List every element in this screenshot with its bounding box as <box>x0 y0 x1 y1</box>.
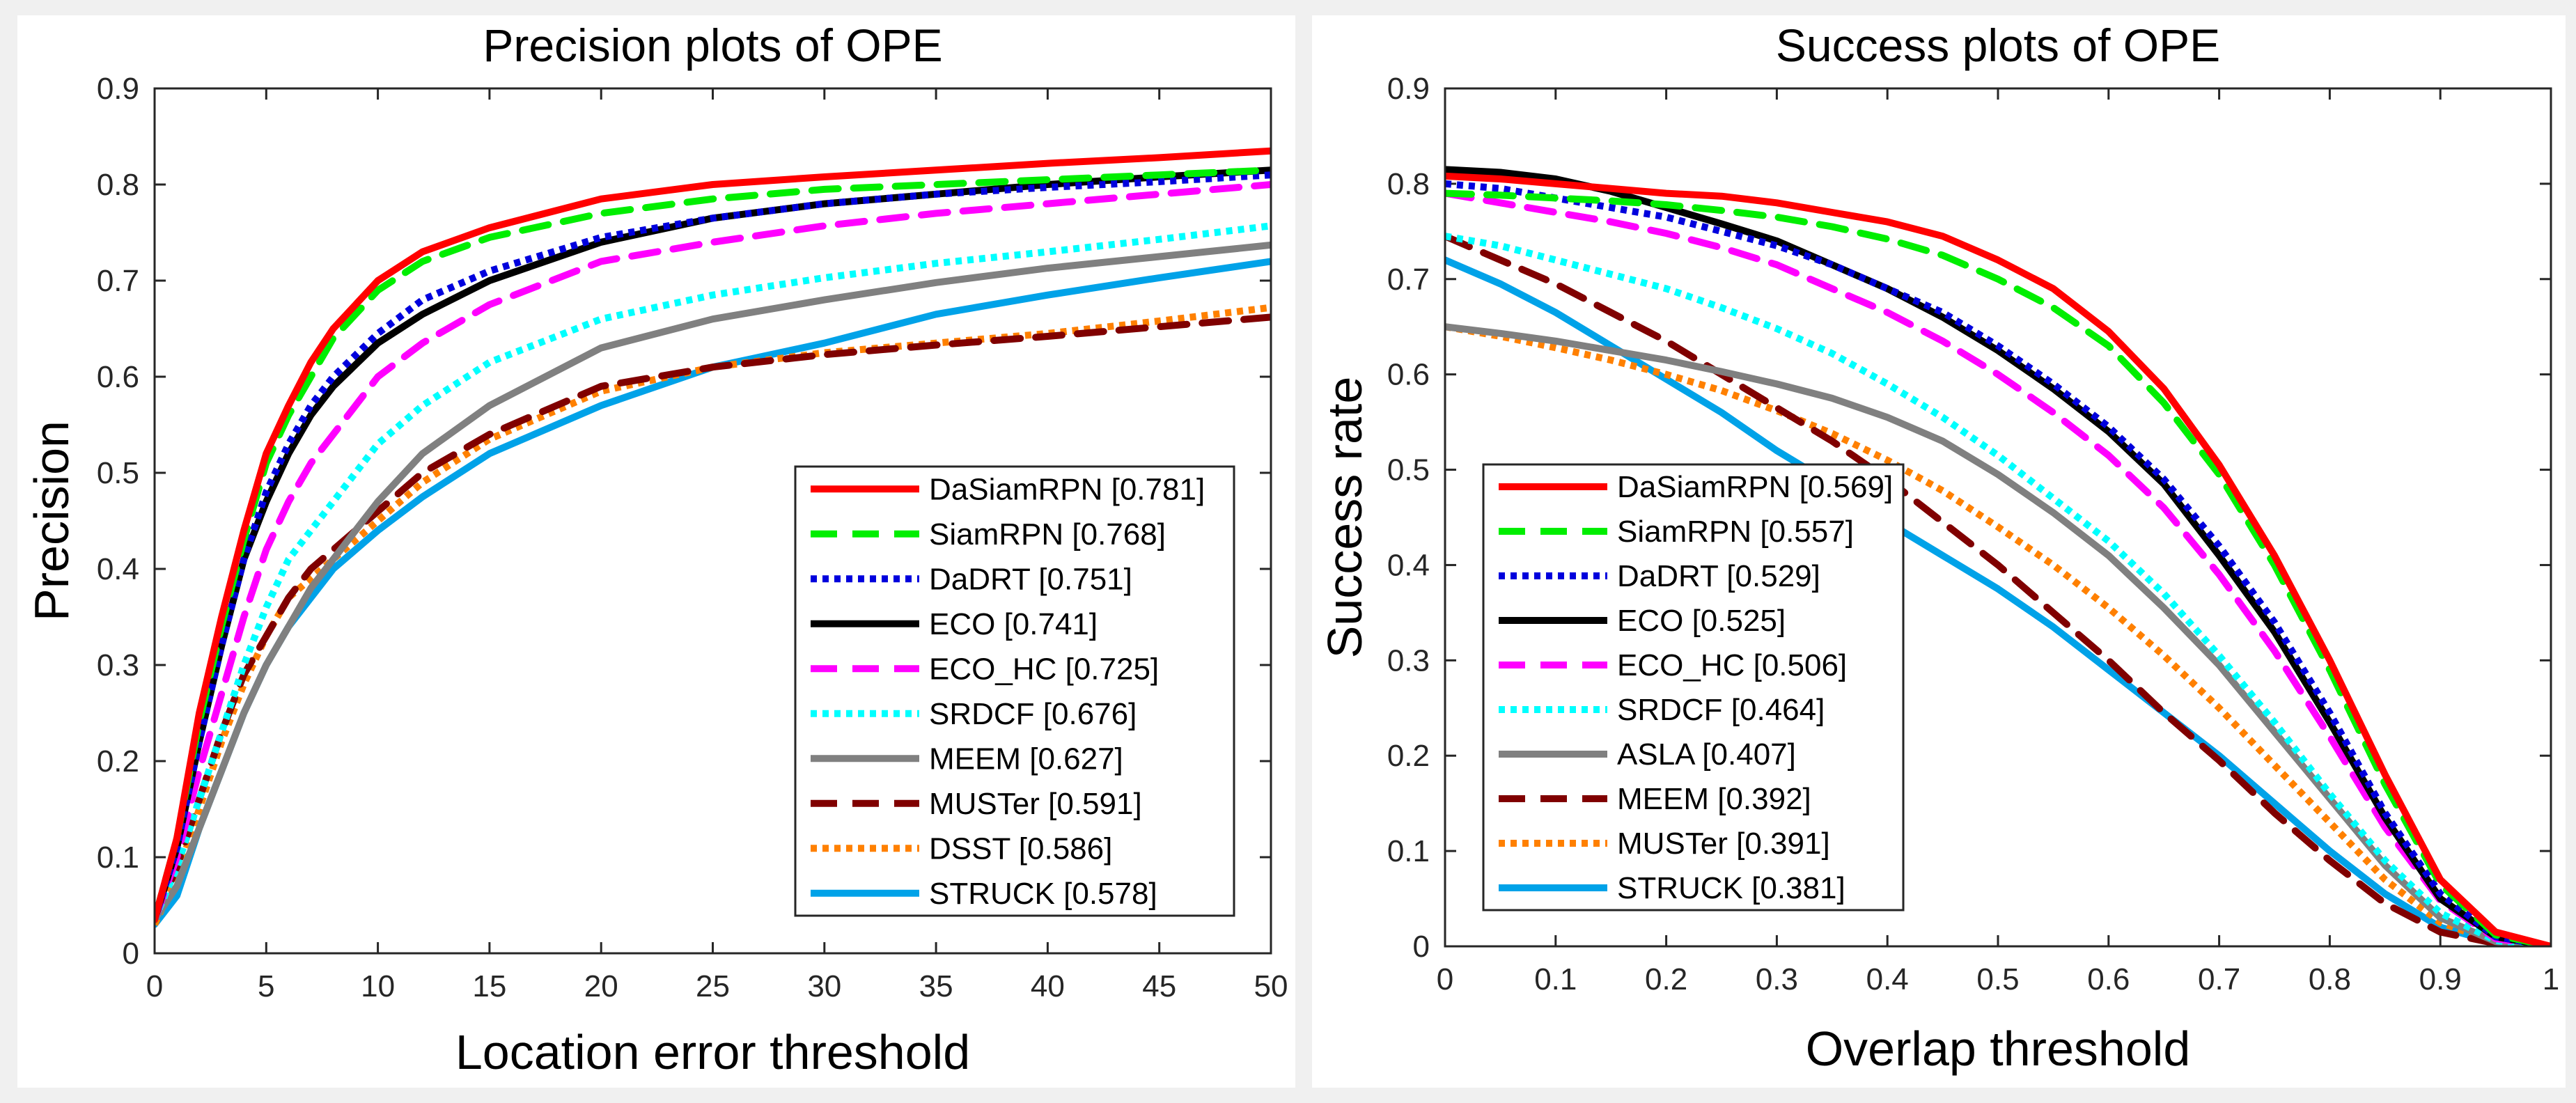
success-chart: Success plots of OPE 0 0.1 0.2 0.3 0.4 0.5 0.6 0… <box>1318 19 2559 1076</box>
success-axes-box <box>1444 87 2552 948</box>
success-y-tick-label: 0.9 <box>1387 72 1430 106</box>
precision-chart: Precision plots of OPE 0 5 10 15 20 25 30 35 40 45… <box>24 19 1288 1079</box>
success-series-group <box>1445 166 2551 946</box>
precision-axes-box <box>153 87 1272 955</box>
success-y-tick-label: 0 <box>1413 930 1430 964</box>
success-legend-label-struck: STRUCK [0.381] <box>1617 871 1845 905</box>
precision-y-tick-label: 0.3 <box>97 648 139 682</box>
precision-x-tick-label: 30 <box>807 969 841 1003</box>
precision-y-tick-label: 0.2 <box>97 744 139 779</box>
precision-legend: DaSiamRPN [0.781] SiamRPN [0.768] DaDRT [0… <box>794 465 1235 917</box>
success-y-axis-label: Success rate <box>1318 377 1372 659</box>
precision-series-group <box>155 147 1271 928</box>
precision-chart-title: Precision plots of OPE <box>483 19 942 71</box>
success-legend-label-meem: MEEM [0.392] <box>1617 782 1811 816</box>
precision-legend-label-dadrt: DaDRT [0.751] <box>929 562 1132 596</box>
precision-series-line-meem <box>155 241 1271 923</box>
precision-x-tick-label: 5 <box>258 969 274 1003</box>
success-y-tick-label: 0.3 <box>1387 643 1430 678</box>
precision-y-tick-label: 0.8 <box>97 168 139 202</box>
precision-x-tick-label: 10 <box>361 969 395 1003</box>
success-y-tick-label: 0.2 <box>1387 739 1430 773</box>
success-legend: DaSiamRPN [0.569] SiamRPN [0.557] DaDRT [0… <box>1482 463 1905 912</box>
precision-legend-label-dsst: DSST [0.586] <box>929 831 1112 866</box>
precision-x-axis-label: Location error threshold <box>455 1025 970 1079</box>
precision-legend-label-dasiamrpn: DaSiamRPN [0.781] <box>929 472 1205 506</box>
precision-x-tick-label: 35 <box>919 969 953 1003</box>
precision-legend-label-muster: MUSTer [0.591] <box>929 787 1142 821</box>
success-x-tick-label: 0.2 <box>1645 962 1687 996</box>
precision-x-tick-label: 20 <box>584 969 618 1003</box>
success-legend-label-eco: ECO [0.525] <box>1617 604 1786 638</box>
success-y-tick-label: 0.6 <box>1387 358 1430 392</box>
precision-x-tick-label: 0 <box>146 969 163 1003</box>
success-x-tick-label: 0.7 <box>2198 962 2240 996</box>
precision-y-tick-label: 0 <box>123 937 139 971</box>
success-y-tick-label: 0.4 <box>1387 548 1430 582</box>
success-y-tick-label: 0.8 <box>1387 167 1430 201</box>
precision-legend-box <box>794 465 1235 917</box>
success-y-tick-label: 0.1 <box>1387 834 1430 868</box>
precision-y-tick-label: 0.4 <box>97 552 139 586</box>
precision-y-tick-label: 0.5 <box>97 456 139 490</box>
precision-y-tick-label: 0.6 <box>97 360 139 394</box>
precision-y-tick-label: 0.9 <box>97 72 139 106</box>
precision-x-tick-label: 15 <box>472 969 506 1003</box>
precision-series-line-dadrt <box>155 171 1271 921</box>
success-x-tick-label: 0.1 <box>1534 962 1577 996</box>
success-x-tick-label: 0.9 <box>2419 962 2462 996</box>
precision-x-tick-label: 25 <box>696 969 730 1003</box>
precision-x-tick-label: 50 <box>1254 969 1288 1003</box>
success-legend-label-siamrpn: SiamRPN [0.557] <box>1617 515 1854 549</box>
success-series-line-siamrpn <box>1445 189 2551 946</box>
success-series-line-muster <box>1445 323 2551 946</box>
success-legend-label-dasiamrpn: DaSiamRPN [0.569] <box>1617 470 1893 504</box>
success-x-tick-label: 0.4 <box>1866 962 1909 996</box>
precision-y-tick-label: 0.1 <box>97 840 139 875</box>
success-y-tick-label: 0.5 <box>1387 453 1430 487</box>
precision-x-tick-label: 45 <box>1142 969 1176 1003</box>
precision-series-line-srdcf <box>155 222 1271 921</box>
success-x-tick-label: 0.8 <box>2309 962 2351 996</box>
precision-legend-label-srdcf: SRDCF [0.676] <box>929 697 1137 731</box>
precision-series-line-eco-hc <box>155 181 1271 923</box>
precision-legend-label-meem: MEEM [0.627] <box>929 742 1123 776</box>
precision-legend-label-eco: ECO [0.741] <box>929 607 1098 641</box>
precision-series-line-muster <box>155 313 1271 923</box>
success-x-tick-label: 0.6 <box>2087 962 2130 996</box>
success-x-tick-label: 0.5 <box>1976 962 2019 996</box>
success-y-tick-label: 0.7 <box>1387 263 1430 297</box>
success-series-line-eco-hc <box>1445 189 2551 946</box>
precision-x-tick-label: 40 <box>1031 969 1065 1003</box>
success-x-tick-label: 0 <box>1437 962 1453 996</box>
precision-legend-label-struck: STRUCK [0.578] <box>929 877 1157 911</box>
success-legend-label-muster: MUSTer [0.391] <box>1617 827 1830 861</box>
success-legend-label-dadrt: DaDRT [0.529] <box>1617 559 1820 593</box>
success-chart-title: Success plots of OPE <box>1776 19 2220 71</box>
precision-legend-label-siamrpn: SiamRPN [0.768] <box>929 517 1166 552</box>
precision-y-axis-label: Precision <box>24 421 79 621</box>
success-legend-label-srdcf: SRDCF [0.464] <box>1617 693 1825 727</box>
precision-y-tick-label: 0.7 <box>97 264 139 298</box>
success-series-line-dadrt <box>1445 180 2551 946</box>
success-series-line-meem <box>1445 233 2551 946</box>
success-legend-label-asla: ASLA [0.407] <box>1617 737 1796 772</box>
precision-legend-label-eco-hc: ECO_HC [0.725] <box>929 652 1159 686</box>
success-legend-box <box>1482 463 1905 912</box>
success-legend-label-eco-hc: ECO_HC [0.506] <box>1617 648 1847 682</box>
success-x-tick-label: 0.3 <box>1756 962 1798 996</box>
precision-series-line-dasiamrpn <box>155 147 1271 923</box>
success-series-line-dasiamrpn <box>1445 172 2551 946</box>
success-x-tick-label: 1 <box>2543 962 2559 996</box>
success-x-axis-label: Overlap threshold <box>1806 1022 2191 1076</box>
